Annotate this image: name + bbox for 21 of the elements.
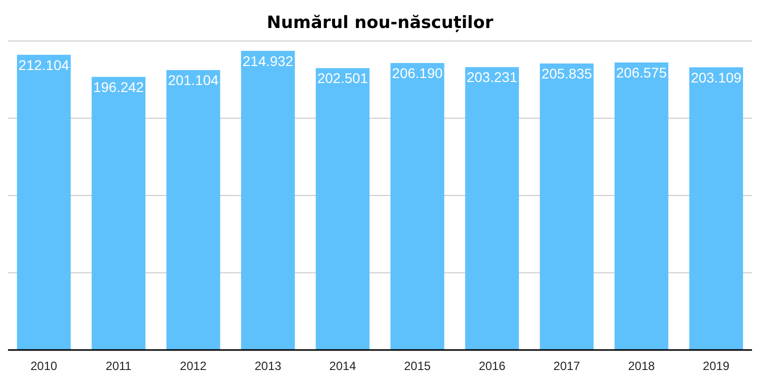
data-label: 214.932 xyxy=(242,52,294,69)
data-label: 206.575 xyxy=(616,64,667,80)
x-tick-label: 2013 xyxy=(254,359,282,373)
x-tick-label: 2014 xyxy=(329,359,356,373)
x-tick-label: 2012 xyxy=(180,359,207,373)
x-tick-label: 2017 xyxy=(553,359,580,373)
x-tick-label: 2011 xyxy=(106,359,132,373)
x-tick-label: 2019 xyxy=(702,359,730,373)
data-label: 203.109 xyxy=(690,69,742,86)
data-label: 196.242 xyxy=(93,78,144,95)
data-label: 206.190 xyxy=(392,65,443,82)
x-tick-label: 2010 xyxy=(30,359,58,373)
data-label: 201.104 xyxy=(168,72,219,88)
x-tick-label: 2018 xyxy=(628,359,656,373)
data-label: 212.104 xyxy=(18,56,70,73)
data-label: 202.501 xyxy=(317,70,368,86)
x-tick-label: 2016 xyxy=(478,359,506,373)
data-label: 205.835 xyxy=(541,66,592,82)
chart-title: Numărul nou-născuților xyxy=(266,13,494,33)
data-label: 203.231 xyxy=(466,69,518,86)
x-tick-label: 2015 xyxy=(404,359,432,373)
